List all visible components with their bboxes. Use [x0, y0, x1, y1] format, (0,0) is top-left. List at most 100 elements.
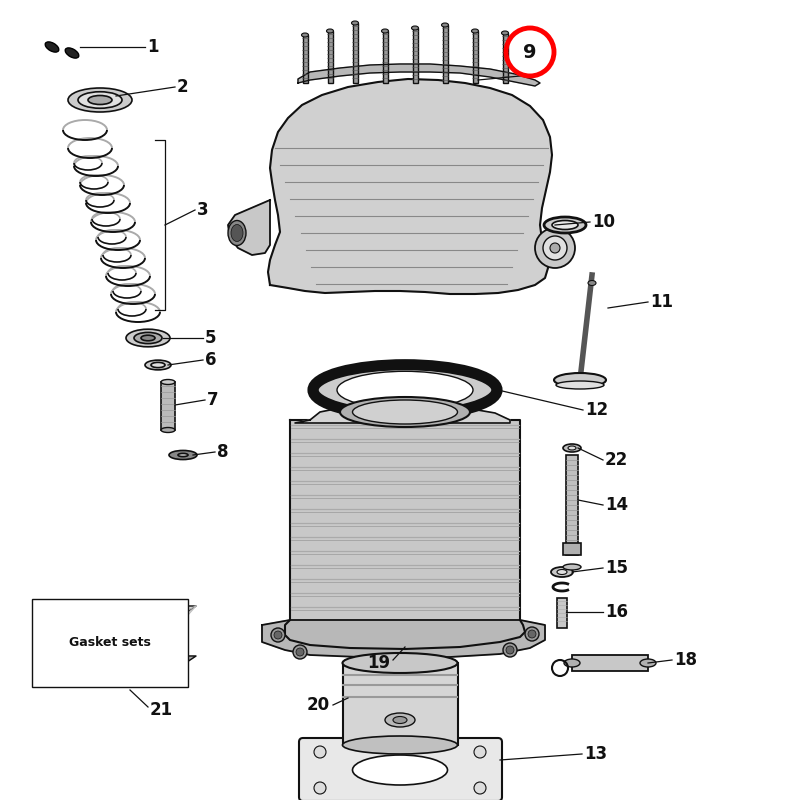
Ellipse shape	[340, 397, 470, 427]
Ellipse shape	[554, 373, 606, 387]
Text: 11: 11	[650, 293, 673, 311]
Circle shape	[293, 645, 307, 659]
Ellipse shape	[552, 221, 578, 230]
FancyBboxPatch shape	[299, 738, 502, 800]
Ellipse shape	[46, 42, 58, 52]
Bar	[303, 35, 308, 83]
Bar	[383, 31, 388, 83]
Circle shape	[525, 627, 539, 641]
Bar	[413, 28, 418, 83]
Ellipse shape	[564, 659, 580, 667]
Circle shape	[296, 648, 304, 656]
Text: 2: 2	[177, 78, 189, 96]
Ellipse shape	[161, 379, 175, 385]
Ellipse shape	[411, 26, 418, 30]
Ellipse shape	[313, 365, 497, 415]
Ellipse shape	[353, 755, 447, 785]
Bar	[343, 663, 458, 745]
Ellipse shape	[326, 29, 334, 33]
Bar	[443, 25, 448, 83]
Text: 1: 1	[147, 38, 158, 56]
Polygon shape	[285, 420, 525, 649]
Ellipse shape	[178, 454, 188, 457]
Bar	[557, 598, 567, 628]
Ellipse shape	[563, 444, 581, 452]
Ellipse shape	[393, 717, 407, 723]
Ellipse shape	[563, 564, 581, 570]
Ellipse shape	[342, 736, 458, 754]
Bar	[328, 31, 333, 83]
Ellipse shape	[68, 88, 132, 112]
Ellipse shape	[302, 33, 309, 37]
Text: 19: 19	[367, 654, 390, 672]
Ellipse shape	[442, 23, 449, 27]
Text: 9: 9	[523, 42, 537, 62]
Text: 16: 16	[605, 603, 628, 621]
Ellipse shape	[351, 21, 358, 25]
Ellipse shape	[502, 31, 509, 35]
Text: 18: 18	[674, 651, 697, 669]
Ellipse shape	[228, 221, 246, 246]
Bar	[353, 23, 358, 83]
Ellipse shape	[161, 427, 175, 433]
Bar	[473, 31, 478, 83]
Ellipse shape	[141, 335, 155, 341]
Circle shape	[474, 782, 486, 794]
Circle shape	[474, 746, 486, 758]
Bar	[161, 382, 175, 430]
Circle shape	[543, 236, 567, 260]
Text: 7: 7	[207, 391, 218, 409]
Ellipse shape	[551, 567, 573, 577]
Bar	[572, 655, 648, 671]
Circle shape	[535, 228, 575, 268]
Polygon shape	[298, 64, 540, 86]
Text: 12: 12	[585, 401, 608, 419]
Ellipse shape	[126, 330, 170, 347]
Ellipse shape	[342, 653, 458, 673]
Ellipse shape	[471, 29, 478, 33]
Ellipse shape	[385, 713, 415, 727]
Polygon shape	[295, 403, 510, 423]
Text: 21: 21	[150, 701, 173, 719]
Ellipse shape	[337, 371, 473, 409]
Polygon shape	[262, 620, 545, 658]
Polygon shape	[42, 606, 196, 618]
Ellipse shape	[66, 48, 78, 58]
Circle shape	[314, 746, 326, 758]
Ellipse shape	[557, 570, 567, 574]
Bar	[563, 543, 581, 555]
Circle shape	[550, 243, 560, 253]
Text: 13: 13	[584, 745, 607, 763]
Circle shape	[314, 782, 326, 794]
Ellipse shape	[78, 92, 122, 108]
Ellipse shape	[151, 362, 165, 368]
Ellipse shape	[382, 29, 389, 33]
Text: 22: 22	[605, 451, 628, 469]
Ellipse shape	[568, 446, 576, 450]
Polygon shape	[268, 79, 552, 294]
Text: 6: 6	[205, 351, 217, 369]
Ellipse shape	[544, 217, 586, 233]
Circle shape	[274, 631, 282, 639]
Ellipse shape	[353, 400, 458, 424]
Text: 10: 10	[592, 213, 615, 231]
Text: 15: 15	[605, 559, 628, 577]
Text: 5: 5	[205, 329, 217, 347]
Text: 3: 3	[197, 201, 209, 219]
Ellipse shape	[169, 450, 197, 459]
Circle shape	[503, 643, 517, 657]
Bar	[566, 455, 578, 555]
Ellipse shape	[640, 659, 656, 667]
Ellipse shape	[134, 333, 162, 344]
Bar	[503, 33, 508, 83]
Circle shape	[271, 628, 285, 642]
Ellipse shape	[231, 225, 243, 242]
Ellipse shape	[556, 381, 604, 389]
Polygon shape	[42, 656, 196, 668]
Circle shape	[528, 630, 536, 638]
Text: 8: 8	[217, 443, 229, 461]
Text: 14: 14	[605, 496, 628, 514]
Ellipse shape	[145, 360, 171, 370]
Polygon shape	[42, 618, 178, 668]
Text: Gasket sets: Gasket sets	[69, 637, 151, 650]
